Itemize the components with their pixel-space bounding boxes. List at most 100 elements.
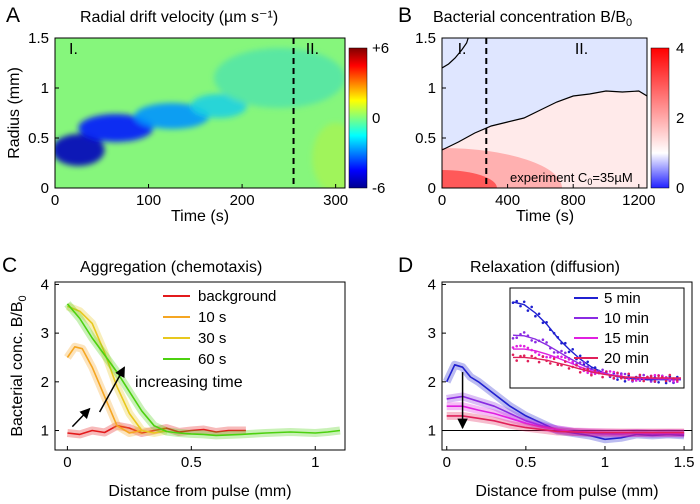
panel-a-colorbar-tick-label: +6 xyxy=(372,40,389,57)
panel-d-inset-point xyxy=(560,349,563,353)
panel-d-xtick-label: 1 xyxy=(601,454,609,471)
panel-d-inset-point xyxy=(582,367,586,371)
panel-c-frame xyxy=(54,281,346,451)
panel-d-inset-point xyxy=(511,346,515,349)
panel-d-inset-fit-line xyxy=(513,356,681,379)
panel-b-experiment-text: experiment C xyxy=(510,170,587,185)
panel-d-inset-point xyxy=(560,341,563,345)
panel-a-velocity-region xyxy=(312,123,345,188)
panel-a-ytick-label: 0.5 xyxy=(28,130,49,147)
panel-d-inset-point xyxy=(511,301,515,305)
panel-c-legend-label: 60 s xyxy=(198,351,226,368)
panel-d-frame xyxy=(441,281,693,451)
panel-d-inset-point xyxy=(612,370,616,374)
panel-c-ytick-label: 4 xyxy=(41,276,49,293)
panel-d-inset-point xyxy=(530,348,533,352)
panel-b-experiment-sub: 0 xyxy=(587,177,592,187)
panel-d-inset-point xyxy=(571,360,574,364)
panel-d-inset-point xyxy=(601,375,604,379)
panel-d-inset-point xyxy=(605,370,608,374)
panel-d-inset-point xyxy=(571,348,574,351)
panel-d-inset-point xyxy=(515,299,518,303)
panel-a-title: Radial drift velocity (µm s⁻¹) xyxy=(80,9,278,26)
panel-d: D Relaxation (diffusion) 0 0.5 1 1.5 1 2 3 4 5 … xyxy=(398,254,695,500)
panel-c-title: Aggregation (chemotaxis) xyxy=(80,259,262,276)
panel-c-xlabel: Distance from pulse (mm) xyxy=(108,483,291,500)
panel-d-inset-point xyxy=(545,355,548,359)
panel-b-colorbar-tick-label: 0 xyxy=(676,180,684,197)
panel-c-ytick-label: 2 xyxy=(41,374,49,391)
panel-d-inset-point xyxy=(616,378,619,381)
panel-d-xtick-label: 1.5 xyxy=(674,454,695,471)
panel-d-inset-point xyxy=(537,360,541,364)
panel-a-velocity-region xyxy=(214,48,345,108)
panel-d-inset-point xyxy=(526,346,530,350)
panel-b-colorbar-tick-label: 4 xyxy=(676,40,684,57)
panel-b-ytick-label: 0 xyxy=(428,180,436,197)
panel-b-heatmap-field xyxy=(442,38,647,188)
panel-d-inset-point xyxy=(627,372,630,376)
panel-d-inset-point xyxy=(526,334,530,338)
panel-d-inset-point xyxy=(549,328,552,332)
panel-d-inset-point xyxy=(541,355,545,359)
panel-d-inset-point xyxy=(575,364,578,367)
panel-a-region-1: I. xyxy=(69,41,78,58)
panel-d-inset-point xyxy=(522,354,526,358)
panel-d-inset-point xyxy=(567,358,571,361)
panel-b-experiment-note: experiment C0=35µM xyxy=(510,170,633,187)
panel-c-arrows xyxy=(71,366,126,428)
panel-d-inset-point xyxy=(560,363,563,367)
panel-d-inset-point xyxy=(564,351,567,355)
panel-d-inset-point xyxy=(541,338,545,342)
panel-a-xtick-label: 100 xyxy=(136,192,161,209)
panel-d-inset-point xyxy=(545,359,548,363)
panel-b-experiment-value: =35µM xyxy=(592,170,632,185)
panel-b-xtick-label: 800 xyxy=(561,192,586,209)
panel-a-ytick-label: 1 xyxy=(41,80,49,97)
panel-b-contour-high xyxy=(442,38,469,69)
panel-d-inset-point xyxy=(578,371,582,374)
panel-d-ytick-label: 4 xyxy=(428,276,436,293)
panel-d-inset-point xyxy=(597,371,601,375)
panel-b-peak-core xyxy=(442,170,497,188)
panel-c: C Aggregation (chemotaxis) 0 0.5 1 1 2 3 4 inc… xyxy=(2,254,346,500)
panel-d-inset-point xyxy=(522,331,526,334)
panel-d-inset-point xyxy=(537,339,541,343)
panel-a-colorbar-ticks: +6 0 -6 xyxy=(372,40,389,197)
panel-d-inset-point xyxy=(664,379,668,383)
panel-c-annotation: increasing time xyxy=(135,374,243,391)
panel-c-legend-label: background xyxy=(198,288,276,305)
panel-d-inset-point xyxy=(623,376,627,380)
panel-c-label: C xyxy=(2,254,17,277)
panel-a-colorbar-tick-label: -6 xyxy=(372,180,385,197)
panel-a-frame xyxy=(54,37,346,189)
panel-d-inset-point xyxy=(601,371,604,374)
panel-d-inset-point xyxy=(552,331,556,335)
panel-d-inset-point xyxy=(578,361,582,364)
panel-d-inset-point xyxy=(567,350,571,354)
panel-d-title: Relaxation (diffusion) xyxy=(470,259,620,276)
panel-d-inset-point xyxy=(567,367,571,370)
panel-d-inset-point xyxy=(564,360,567,363)
panel-d-inset-point xyxy=(649,374,653,378)
panel-a-velocity-region xyxy=(134,103,210,129)
panel-a-ytick-label: 1.5 xyxy=(28,30,49,47)
panel-d-inset-point xyxy=(578,354,582,358)
panel-d-inset-point xyxy=(642,373,645,377)
panel-d-inset-fit-line xyxy=(512,301,681,381)
panel-b-colorbar-tick-label: 2 xyxy=(676,110,684,127)
panel-b-ytick-label: 1 xyxy=(428,80,436,97)
panel-d-inset-point xyxy=(519,333,522,336)
panel-b-ytick-label: 0.5 xyxy=(415,130,436,147)
panel-b-region-2: II. xyxy=(575,41,588,58)
panel-d-inset-point xyxy=(564,356,567,359)
panel-d-inset-point xyxy=(556,336,560,339)
panel-d-inset-point xyxy=(672,377,675,380)
panel-d-inset-point xyxy=(657,381,660,384)
panel-d-xtick-label: 0.5 xyxy=(515,454,536,471)
panel-d-inset-point xyxy=(556,355,560,358)
panel-d-inset-point xyxy=(552,355,556,359)
panel-d-inset-point xyxy=(672,379,675,383)
panel-d-inset-point xyxy=(530,305,533,309)
panel-d-inset-point xyxy=(556,351,560,354)
